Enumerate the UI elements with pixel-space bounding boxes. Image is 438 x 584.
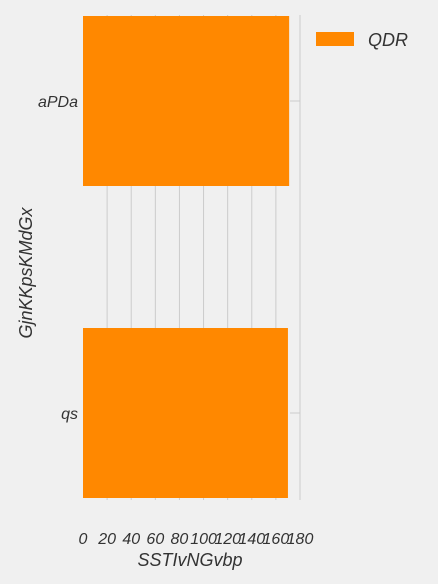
x-tick-label: 160 bbox=[263, 531, 290, 548]
y-category-label: aPDa bbox=[38, 94, 78, 111]
x-axis-label: SSTIvNGvbp bbox=[137, 550, 242, 570]
x-tick-label: 20 bbox=[97, 531, 116, 548]
y-category-label: qs bbox=[61, 406, 78, 423]
legend: QDR bbox=[316, 30, 408, 50]
bar bbox=[83, 16, 290, 186]
x-tick-label: 120 bbox=[214, 531, 241, 548]
bar bbox=[83, 328, 288, 498]
x-tick-label: 60 bbox=[146, 531, 164, 548]
legend-label: QDR bbox=[368, 30, 408, 50]
x-tick-label: 100 bbox=[190, 531, 217, 548]
bars bbox=[83, 16, 290, 498]
legend-swatch bbox=[316, 32, 354, 46]
y-category-labels: aPDa qs bbox=[38, 94, 78, 423]
x-tick-label: 0 bbox=[79, 531, 88, 548]
x-tick-label: 140 bbox=[238, 531, 265, 548]
x-tick-label: 80 bbox=[171, 531, 189, 548]
y-axis-label: GjnKKpsKMdGx bbox=[16, 206, 36, 338]
x-tick-label: 180 bbox=[287, 531, 314, 548]
x-tick-label: 40 bbox=[122, 531, 140, 548]
